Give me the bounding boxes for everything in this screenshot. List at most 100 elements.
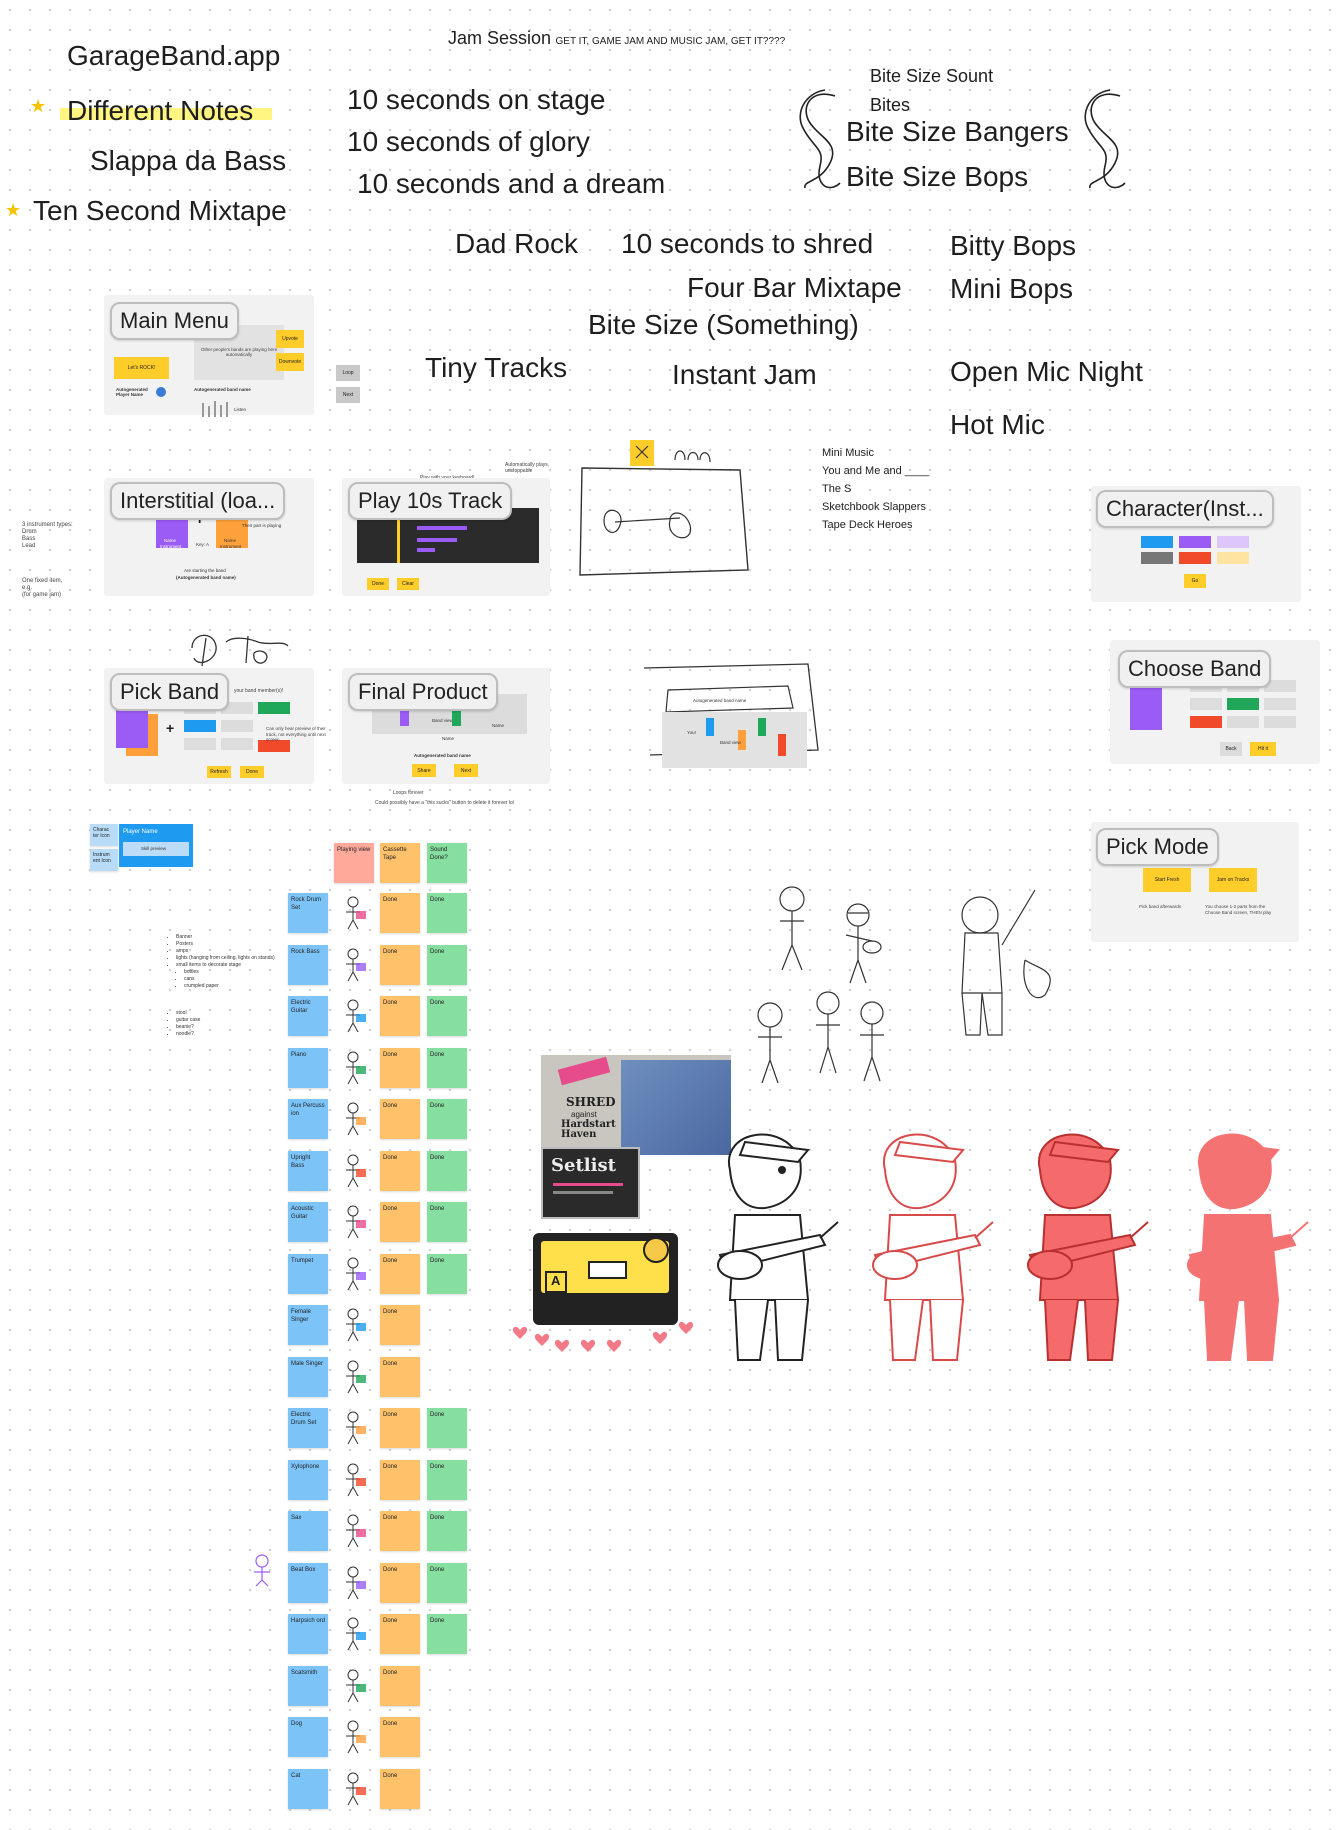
member-option[interactable]	[258, 740, 290, 752]
choose-band-label[interactable]: Choose Band	[1118, 650, 1272, 688]
tracker-instrument: Piano	[288, 1048, 328, 1088]
band-option[interactable]	[1190, 698, 1222, 710]
member-card	[116, 706, 148, 748]
main-menu-label[interactable]: Main Menu	[110, 302, 239, 340]
done-button[interactable]: Done	[367, 578, 389, 590]
fixed-item-note: One fixed item, e.g. (for game jam)	[22, 578, 62, 599]
band-option[interactable]	[1227, 698, 1259, 710]
tracker-sound-status: Done	[427, 945, 467, 985]
note-line: Lead	[22, 543, 36, 549]
tracker-sound-status: Done	[427, 1563, 467, 1603]
figure-icon	[346, 1772, 366, 1806]
guitarist-lineart	[717, 1133, 839, 1361]
tracker-sound-status: Done	[427, 1048, 467, 1088]
back-button[interactable]: Back	[1220, 742, 1242, 756]
tracker-instrument: Dog	[288, 1717, 328, 1757]
final-product-frame[interactable]: You! Band view Name Name Autogenerated b…	[342, 668, 550, 784]
done-button[interactable]: Done	[240, 766, 264, 778]
next-side-button[interactable]: Next	[336, 387, 360, 403]
lets-rock-button[interactable]: Let's ROCK!	[114, 357, 169, 379]
player-card[interactable]: Player Name Skill preview	[119, 824, 193, 867]
decor-item: stool	[176, 1010, 200, 1017]
tracker-art-status: Done	[380, 1511, 420, 1551]
loop-button[interactable]: Loop	[336, 365, 360, 381]
tracker-sound-status: Done	[427, 1408, 467, 1448]
highlight-stroke	[60, 108, 272, 120]
band-name-text: Autogenerated band name	[414, 753, 471, 758]
name-label: Name	[492, 723, 505, 728]
note-line: e.g.	[22, 585, 33, 591]
band-name-text: (Autogenerated band name)	[176, 575, 236, 580]
member-option[interactable]	[184, 738, 216, 750]
member-option[interactable]	[221, 720, 253, 732]
figure-icon	[346, 1308, 366, 1342]
main-menu-frame[interactable]: Other people's bands are playing here au…	[104, 295, 314, 417]
figure-icon	[346, 1463, 366, 1497]
swatch[interactable]	[1217, 536, 1249, 548]
setlist-poster: Setlist	[541, 1147, 640, 1219]
go-button[interactable]: Go	[1184, 574, 1206, 588]
band-option[interactable]	[1264, 716, 1296, 728]
downvote-button[interactable]: Downvote	[276, 353, 304, 371]
loops-note: Loops forever	[393, 790, 424, 796]
pick-mode-label[interactable]: Pick Mode	[1096, 828, 1219, 866]
instrument-thumbnail	[338, 1616, 368, 1652]
instrument-thumbnail	[338, 1410, 368, 1446]
swatch[interactable]	[1179, 552, 1211, 564]
tracker-sound-status: Done	[427, 1202, 467, 1242]
instrument-thumbnail	[338, 1462, 368, 1498]
sucks-note: Could possibly have a "this sucks" butto…	[375, 800, 514, 806]
tracker-art-status: Done	[380, 1254, 420, 1294]
next-button[interactable]: Next	[454, 764, 478, 777]
sticker	[643, 1237, 669, 1263]
member-option[interactable]	[221, 738, 253, 750]
avatar	[156, 387, 166, 397]
band-option[interactable]	[1264, 698, 1296, 710]
play-track-label[interactable]: Play 10s Track	[348, 482, 513, 520]
figure-icon	[346, 999, 366, 1033]
name-bites: Bites	[870, 95, 911, 115]
jam-on-tracks-button[interactable]: Jam on Tracks	[1209, 868, 1257, 892]
tracker-art-status: Done	[380, 893, 420, 933]
band-name-text: Autogenerated band name	[194, 387, 251, 392]
swatch[interactable]	[1179, 536, 1211, 548]
band-option[interactable]	[1190, 716, 1222, 728]
member-option[interactable]	[221, 702, 253, 714]
tracker-art-status: Done	[380, 945, 420, 985]
decor-item: Posters	[176, 941, 275, 948]
tracker-art-status: Done	[380, 1048, 420, 1088]
instrument-thumbnail	[338, 1359, 368, 1395]
tracker-art-status: Done	[380, 1614, 420, 1654]
upvote-button[interactable]: Upvote	[276, 330, 304, 348]
decor-item: noodle?	[176, 1031, 200, 1038]
tracker-instrument: Female Singer	[288, 1305, 328, 1345]
setlist-lines	[553, 1183, 623, 1186]
character-label[interactable]: Character(Inst...	[1096, 490, 1274, 528]
cassette-tape: A	[533, 1233, 678, 1325]
member-option[interactable]	[184, 720, 216, 732]
tracker-instrument: Male Singer	[288, 1357, 328, 1397]
swatch[interactable]	[1217, 552, 1249, 564]
pick-band-label[interactable]: Pick Band	[110, 673, 230, 711]
share-button[interactable]: Share	[412, 764, 436, 777]
swatch[interactable]	[1141, 536, 1173, 548]
decor-item: bottles	[184, 969, 275, 976]
hit-it-button[interactable]: Hit it	[1250, 742, 1276, 756]
interstitial-label[interactable]: Interstitial (loa...	[110, 482, 286, 520]
name-open-mic: Open Mic Night	[950, 356, 1143, 387]
sketch-band-name: Autogenerated band name	[693, 698, 747, 703]
band-option[interactable]	[1227, 716, 1259, 728]
tracker-instrument: Electric Guitar	[288, 996, 328, 1036]
member-option[interactable]	[258, 702, 290, 714]
tracker-art-status: Done	[380, 1408, 420, 1448]
band-option[interactable]	[1264, 680, 1296, 692]
start-fresh-button[interactable]: Start Fresh	[1143, 868, 1191, 892]
swatch[interactable]	[1141, 552, 1173, 564]
tracker-header-cassette: Cassette Tape	[380, 843, 420, 883]
refresh-button[interactable]: Refresh	[207, 766, 231, 778]
scribble-sketch	[191, 634, 289, 667]
final-product-label[interactable]: Final Product	[348, 673, 498, 711]
clear-button[interactable]: Clear	[397, 578, 419, 590]
name-card-orange	[216, 520, 248, 548]
name-mini-bops: Mini Bops	[950, 273, 1073, 304]
